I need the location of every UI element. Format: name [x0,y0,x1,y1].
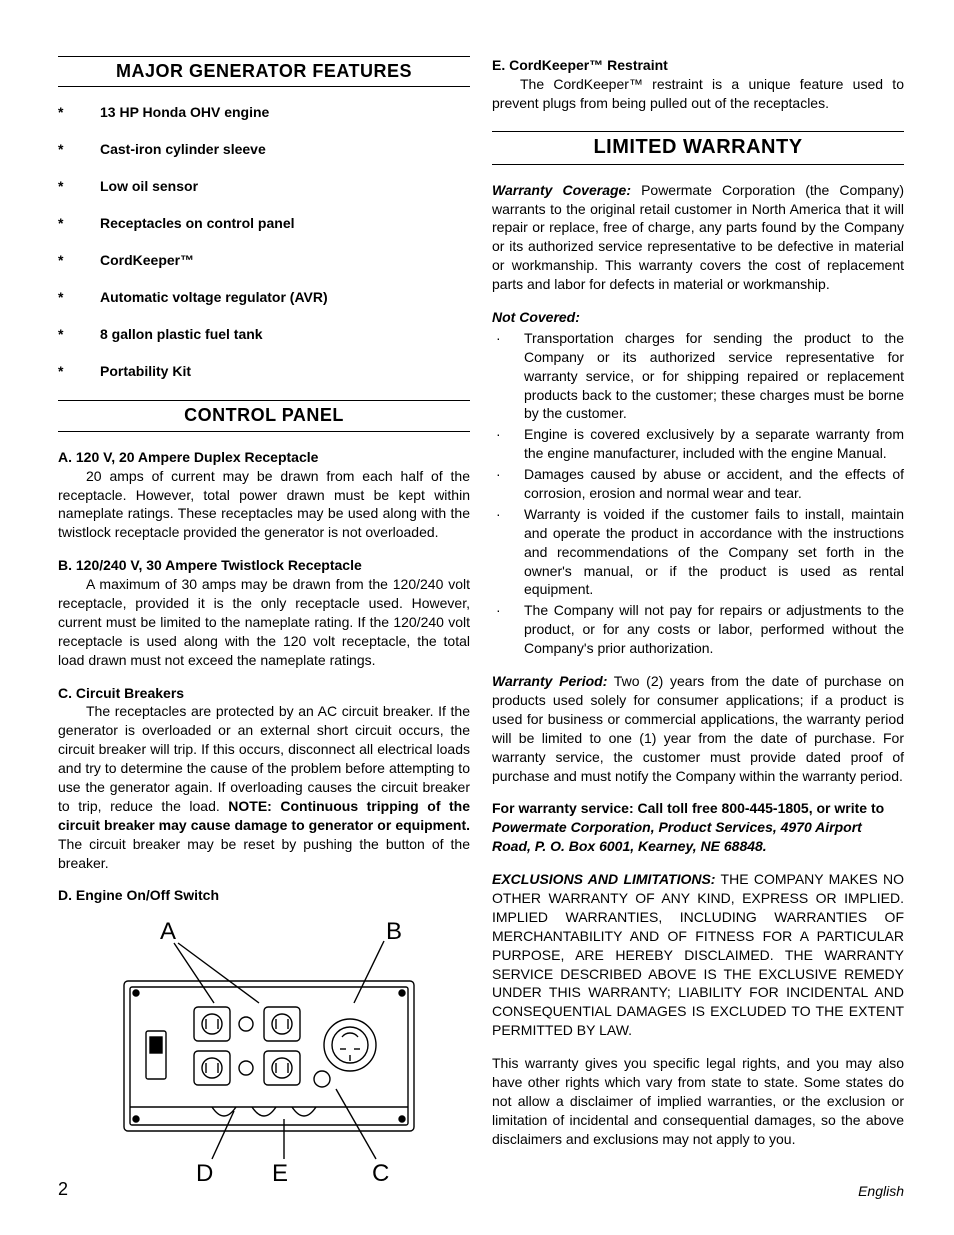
bullet-dot-icon: · [492,601,524,620]
feature-text: Low oil sensor [100,177,198,196]
language-label: English [858,1182,904,1201]
not-covered-item: ·Warranty is voided if the customer fail… [492,505,904,599]
bullet-star-icon: * [58,140,100,159]
exclusions-label: EXCLUSIONS AND LIMITATIONS: [492,871,715,887]
heading-features: MAJOR GENERATOR FEATURES [58,56,470,87]
figure-label-c: C [372,1160,389,1187]
bullet-dot-icon: · [492,425,524,444]
not-covered-text: Transportation charges for sending the p… [524,329,904,423]
not-covered-text: Warranty is voided if the customer fails… [524,505,904,599]
not-covered-item: ·Transportation charges for sending the … [492,329,904,423]
section-a-body: 20 amps of current may be drawn from eac… [58,467,470,543]
bullet-dot-icon: · [492,465,524,484]
figure-label-e: E [272,1160,288,1187]
not-covered-label: Not Covered: [492,308,904,327]
feature-text: 13 HP Honda OHV engine [100,103,269,122]
left-column: MAJOR GENERATOR FEATURES *13 HP Honda OH… [58,56,470,1195]
bullet-dot-icon: · [492,505,524,524]
legal-rights: This warranty gives you specific legal r… [492,1054,904,1148]
section-e-head: E. CordKeeper™ Restraint [492,56,904,75]
feature-item: *Portability Kit [58,362,470,381]
feature-text: Receptacles on control panel [100,214,295,233]
bullet-star-icon: * [58,251,100,270]
bullet-star-icon: * [58,103,100,122]
figure-label-a: A [160,918,176,945]
bullet-star-icon: * [58,214,100,233]
bullet-star-icon: * [58,177,100,196]
bullet-star-icon: * [58,288,100,307]
feature-list: *13 HP Honda OHV engine *Cast-iron cylin… [58,103,470,380]
section-a-head: A. 120 V, 20 Ampere Duplex Receptacle [58,448,470,467]
bullet-star-icon: * [58,362,100,381]
section-d-head: D. Engine On/Off Switch [58,886,470,905]
right-column: E. CordKeeper™ Restraint The CordKeeper™… [492,56,904,1195]
warranty-period: Warranty Period: Two (2) years from the … [492,672,904,785]
period-label: Warranty Period: [492,673,607,689]
coverage-body: Powermate Corporation (the Company) warr… [492,182,904,292]
period-body: Two (2) years from the date of purchase … [492,673,904,783]
coverage-label: Warranty Coverage: [492,182,631,198]
bullet-dot-icon: · [492,329,524,348]
service-lead: For warranty service: Call toll free 800… [492,800,884,816]
feature-text: Portability Kit [100,362,191,381]
feature-item: *8 gallon plastic fuel tank [58,325,470,344]
not-covered-item: ·Engine is covered exclusively by a sepa… [492,425,904,463]
not-covered-text: The Company will not pay for repairs or … [524,601,904,658]
feature-item: *Cast-iron cylinder sleeve [58,140,470,159]
page: MAJOR GENERATOR FEATURES *13 HP Honda OH… [0,0,954,1235]
figure-label-b: B [386,918,402,945]
feature-text: Cast-iron cylinder sleeve [100,140,266,159]
bullet-star-icon: * [58,325,100,344]
not-covered-text: Damages caused by abuse or accident, and… [524,465,904,503]
heading-control-panel: CONTROL PANEL [58,400,470,431]
warranty-coverage: Warranty Coverage: Powermate Corporation… [492,181,904,294]
feature-item: *13 HP Honda OHV engine [58,103,470,122]
section-c-body: The receptacles are protected by an AC c… [58,702,470,872]
section-e-body: The CordKeeper™ restraint is a unique fe… [492,75,904,113]
exclusions-body: THE COMPANY MAKES NO OTHER WARRANTY OF A… [492,871,904,1038]
feature-item: *Low oil sensor [58,177,470,196]
not-covered-item: ·Damages caused by abuse or accident, an… [492,465,904,503]
figure-label-d: D [196,1160,213,1187]
not-covered-text: Engine is covered exclusively by a separ… [524,425,904,463]
not-covered-list: ·Transportation charges for sending the … [492,329,904,658]
section-c-post: The circuit breaker may be reset by push… [58,836,470,871]
section-b-head: B. 120/240 V, 30 Ampere Twistlock Recept… [58,556,470,575]
heading-warranty: LIMITED WARRANTY [492,131,904,165]
feature-text: Automatic voltage regulator (AVR) [100,288,328,307]
page-number: 2 [58,1177,68,1201]
section-c-head: C. Circuit Breakers [58,684,470,703]
feature-text: CordKeeper™ [100,251,194,270]
not-covered-item: ·The Company will not pay for repairs or… [492,601,904,658]
feature-text: 8 gallon plastic fuel tank [100,325,263,344]
feature-item: *Automatic voltage regulator (AVR) [58,288,470,307]
control-panel-figure: A B D E C [84,911,444,1191]
feature-item: *CordKeeper™ [58,251,470,270]
service-address: Powermate Corporation, Product Services,… [492,819,862,854]
section-b-body: A maximum of 30 amps may be drawn from t… [58,575,470,669]
exclusions: EXCLUSIONS AND LIMITATIONS: THE COMPANY … [492,870,904,1040]
warranty-service: For warranty service: Call toll free 800… [492,799,904,856]
feature-item: *Receptacles on control panel [58,214,470,233]
